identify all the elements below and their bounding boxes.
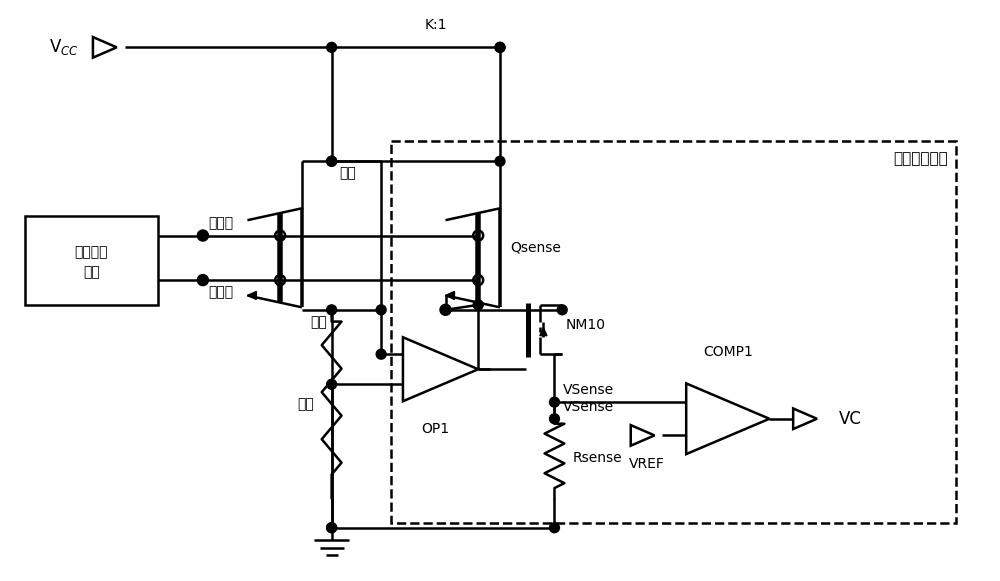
Circle shape (198, 275, 208, 285)
Circle shape (550, 397, 559, 407)
Text: VREF: VREF (629, 457, 665, 471)
Circle shape (550, 414, 559, 424)
Polygon shape (540, 328, 547, 336)
Bar (25, 216, 158, 305)
Text: 负载: 负载 (297, 397, 314, 411)
Text: 阴极: 阴极 (310, 315, 327, 329)
Circle shape (376, 305, 386, 315)
Circle shape (327, 523, 337, 533)
Circle shape (495, 42, 505, 52)
Circle shape (327, 523, 337, 533)
Text: K:1: K:1 (424, 19, 447, 33)
Text: 从栅极: 从栅极 (208, 217, 233, 231)
Text: VC: VC (839, 410, 862, 428)
Text: Rsense: Rsense (572, 451, 622, 465)
Polygon shape (446, 292, 454, 299)
Polygon shape (631, 425, 655, 446)
Circle shape (327, 156, 337, 166)
Circle shape (473, 300, 483, 310)
Circle shape (441, 305, 450, 315)
Circle shape (495, 42, 505, 52)
Circle shape (550, 523, 559, 533)
Polygon shape (247, 292, 256, 299)
Text: NM10: NM10 (566, 318, 606, 332)
Text: +: + (703, 399, 715, 413)
Circle shape (327, 42, 337, 52)
Circle shape (495, 156, 505, 166)
Polygon shape (403, 337, 478, 401)
Circle shape (557, 305, 567, 315)
Text: +: + (418, 350, 429, 364)
Circle shape (198, 231, 208, 241)
Polygon shape (93, 37, 117, 58)
Text: VSense: VSense (562, 383, 614, 397)
Circle shape (327, 156, 337, 166)
Polygon shape (793, 408, 817, 429)
Polygon shape (686, 383, 769, 454)
Circle shape (327, 305, 337, 315)
Circle shape (327, 379, 337, 389)
Text: OP1: OP1 (422, 422, 450, 436)
Text: COMP1: COMP1 (703, 345, 753, 359)
Text: 栅极驱动: 栅极驱动 (75, 245, 108, 259)
Text: VSense: VSense (562, 400, 614, 414)
Text: 阳极: 阳极 (340, 166, 356, 180)
Text: −: − (703, 425, 715, 440)
Text: 主栅极: 主栅极 (208, 285, 233, 299)
Text: −: − (417, 374, 430, 389)
Text: V$_{CC}$: V$_{CC}$ (49, 37, 79, 58)
Text: 电路: 电路 (83, 265, 100, 279)
Text: 电流检测电路: 电流检测电路 (893, 151, 948, 166)
Circle shape (376, 349, 386, 359)
Text: Qsense: Qsense (510, 241, 561, 255)
